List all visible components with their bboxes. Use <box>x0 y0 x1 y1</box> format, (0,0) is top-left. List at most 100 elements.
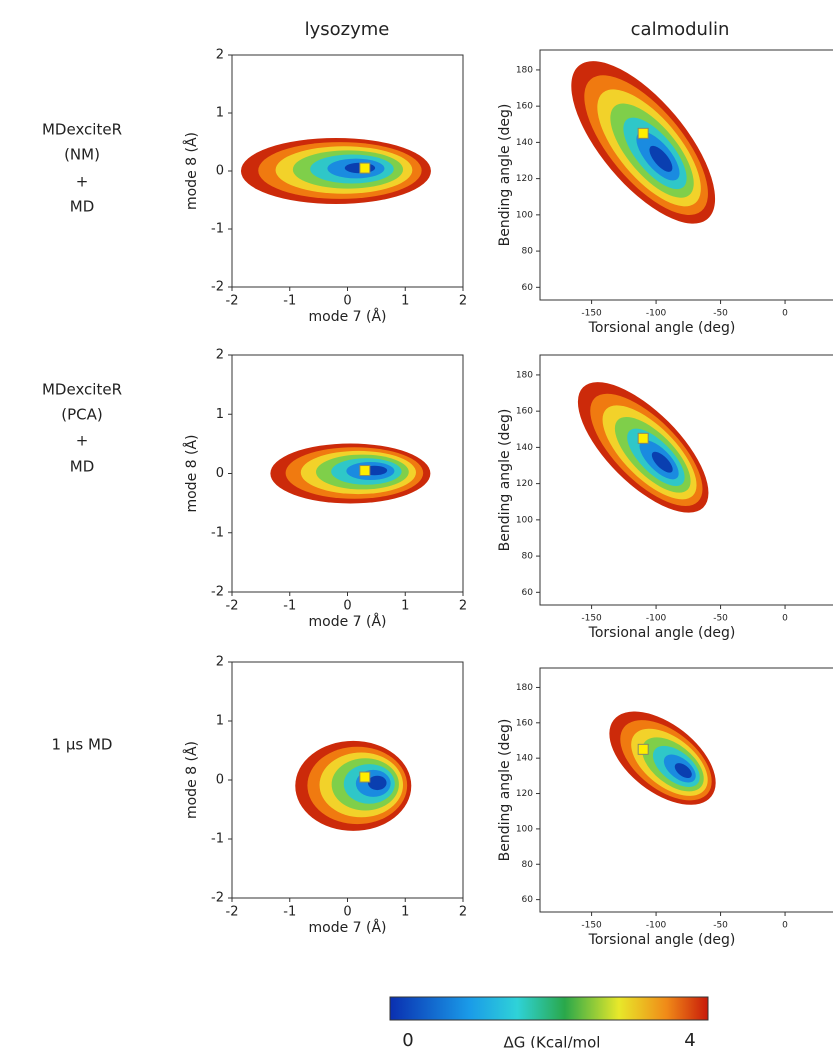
y-tick-label: 140 <box>516 138 533 148</box>
y-tick-label: 60 <box>522 283 534 293</box>
x-axis-label: Torsional angle (deg) <box>588 625 736 641</box>
row-label: (NM) <box>64 146 100 164</box>
x-tick-label: 1 <box>401 294 409 309</box>
x-tick-label: -2 <box>226 905 239 920</box>
y-tick-label: -2 <box>211 280 224 295</box>
x-tick-label: 2 <box>459 905 467 920</box>
row-label: MDexciteR <box>42 381 122 399</box>
panel: -2 -1 0 1 2 -2 -1 0 1 2 mode 7 (Å) mode 8 (Å) <box>183 48 467 326</box>
panel: -2 -1 0 1 2 -2 -1 0 1 2 mode 7 (Å) mode 8 (Å) <box>183 348 467 631</box>
y-tick-label: 80 <box>522 860 534 870</box>
colorbar-label: ΔG (Kcal/mol <box>504 1034 601 1048</box>
x-tick-label: -50 <box>713 309 728 319</box>
free-energy-minimum <box>359 162 371 174</box>
x-axis-label: mode 7 (Å) <box>308 613 386 630</box>
x-tick-label: -1 <box>283 294 296 309</box>
y-tick-label: 0 <box>216 466 224 481</box>
y-tick-label: 0 <box>216 164 224 179</box>
x-tick-label: -100 <box>646 309 667 319</box>
y-tick-label: 160 <box>516 718 533 728</box>
y-tick-label: 160 <box>516 102 533 112</box>
y-tick-label: 100 <box>516 824 533 834</box>
x-tick-label: 1 <box>401 599 409 614</box>
colorbar-tick-label: 4 <box>684 1030 695 1048</box>
x-axis-label: Torsional angle (deg) <box>588 320 736 336</box>
row-label: MDexciteR <box>42 121 122 139</box>
row-label: 1 µs MD <box>52 736 113 754</box>
x-tick-label: -150 <box>581 614 602 624</box>
y-axis-label: mode 8 (Å) <box>183 741 200 819</box>
x-tick-label: 0 <box>782 921 788 931</box>
x-tick-label: -50 <box>713 614 728 624</box>
y-tick-label: 140 <box>516 443 533 453</box>
y-axis-label: Bending angle (deg) <box>497 719 513 862</box>
row-label: (PCA) <box>61 406 102 424</box>
free-energy-minimum <box>359 465 371 477</box>
y-tick-label: 80 <box>522 247 534 257</box>
y-tick-label: -1 <box>211 832 224 847</box>
column-title: lysozyme <box>305 19 390 40</box>
x-tick-label: -150 <box>581 921 602 931</box>
x-axis-label: mode 7 (Å) <box>308 308 386 325</box>
y-tick-label: 80 <box>522 552 534 562</box>
y-tick-label: 1 <box>216 106 224 121</box>
colorbar <box>389 996 709 1021</box>
x-tick-label: 2 <box>459 294 467 309</box>
y-axis-label: Bending angle (deg) <box>497 409 513 552</box>
x-tick-label: -1 <box>283 599 296 614</box>
free-energy-minimum <box>637 432 649 444</box>
x-axis-label: mode 7 (Å) <box>308 919 386 936</box>
row-label: MD <box>70 458 95 476</box>
y-tick-label: 60 <box>522 588 534 598</box>
panel: -150-100-500501001506080100120140160180T… <box>497 667 833 948</box>
y-axis-label: Bending angle (deg) <box>497 104 513 247</box>
x-tick-label: 0 <box>782 309 788 319</box>
y-tick-label: 100 <box>516 210 533 220</box>
panel: -150-100-500501001506080100120140160180T… <box>497 354 833 641</box>
contour-level <box>367 775 387 791</box>
panel: -2 -1 0 1 2 -2 -1 0 1 2 mode 7 (Å) mode 8 (Å) <box>183 655 467 937</box>
colorbar-tick-label: 0 <box>402 1030 413 1048</box>
x-tick-label: -150 <box>581 309 602 319</box>
y-tick-label: 120 <box>516 174 533 184</box>
free-energy-minimum <box>637 743 649 755</box>
x-tick-label: 1 <box>401 905 409 920</box>
x-tick-label: -100 <box>646 614 667 624</box>
y-tick-label: 180 <box>516 65 533 75</box>
column-title: calmodulin <box>631 19 730 40</box>
x-tick-label: 2 <box>459 599 467 614</box>
free-energy-minimum <box>637 127 649 139</box>
x-tick-label: -50 <box>713 921 728 931</box>
y-axis-label: mode 8 (Å) <box>183 434 200 512</box>
y-tick-label: 180 <box>516 370 533 380</box>
contour-level <box>649 145 673 172</box>
y-tick-label: -2 <box>211 585 224 600</box>
y-tick-label: 2 <box>216 348 224 363</box>
x-tick-label: -100 <box>646 921 667 931</box>
row-label: + <box>76 432 89 450</box>
panel: -150-100-500501001506080100120140160180T… <box>497 49 833 336</box>
contour-level <box>674 763 692 779</box>
y-tick-label: -1 <box>211 222 224 237</box>
y-tick-label: -1 <box>211 525 224 540</box>
y-tick-label: 120 <box>516 479 533 489</box>
x-axis-label: Torsional angle (deg) <box>588 932 736 948</box>
x-tick-label: -2 <box>226 294 239 309</box>
contour-level <box>651 451 673 473</box>
y-tick-label: 0 <box>216 773 224 788</box>
row-label: MD <box>70 198 95 216</box>
x-tick-label: -2 <box>226 599 239 614</box>
row-label: + <box>76 173 89 191</box>
y-tick-label: 120 <box>516 789 533 799</box>
y-axis-label: mode 8 (Å) <box>183 132 200 210</box>
x-tick-label: 0 <box>343 905 351 920</box>
y-tick-label: 100 <box>516 515 533 525</box>
y-tick-label: 1 <box>216 407 224 422</box>
y-tick-label: 2 <box>216 655 224 670</box>
free-energy-minimum <box>359 771 371 783</box>
y-tick-label: 60 <box>522 895 534 905</box>
y-tick-label: 1 <box>216 714 224 729</box>
y-tick-label: 160 <box>516 407 533 417</box>
